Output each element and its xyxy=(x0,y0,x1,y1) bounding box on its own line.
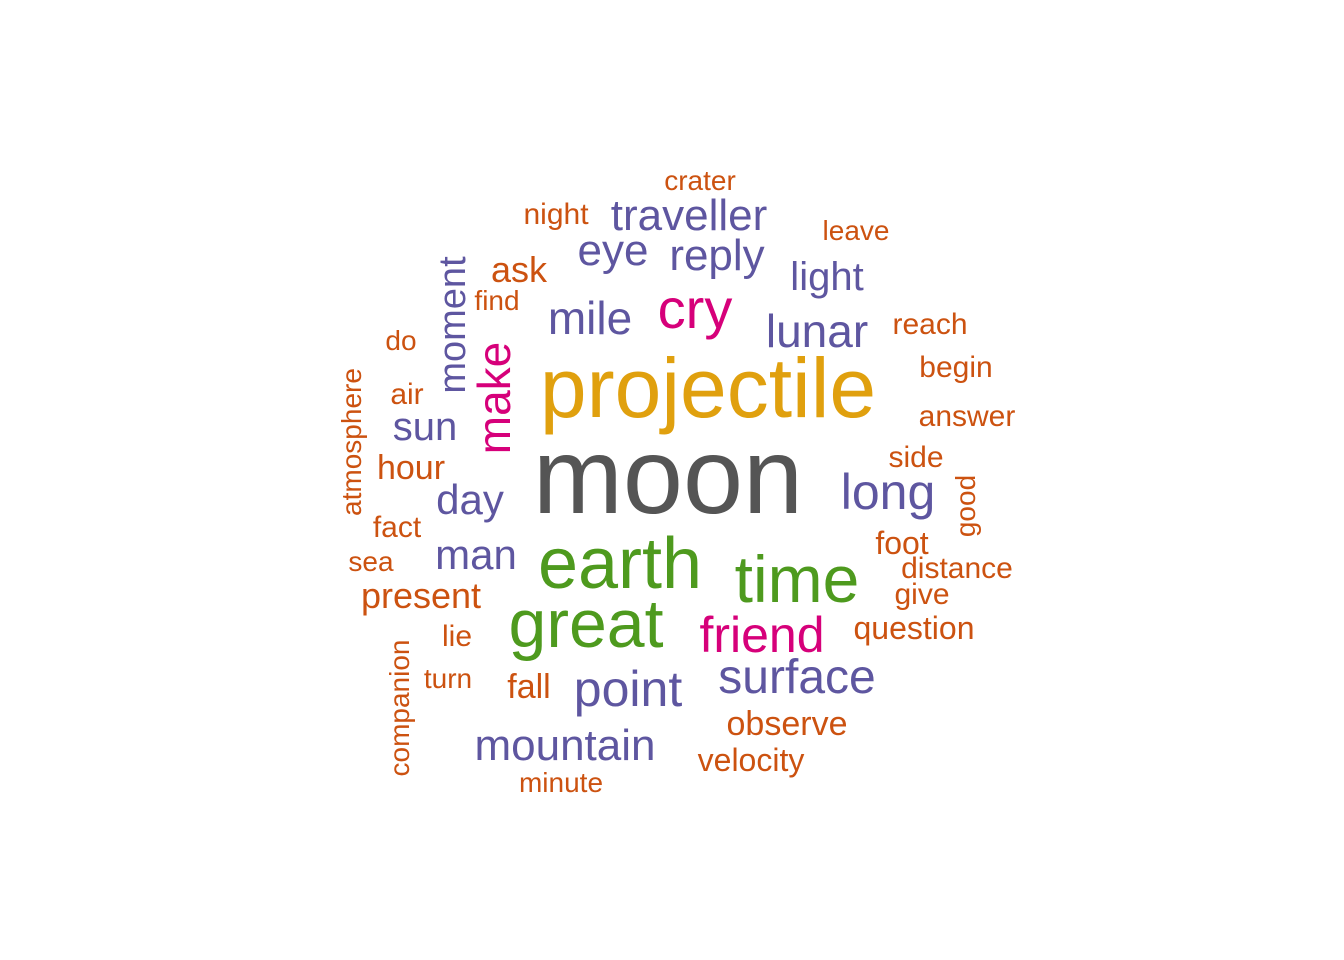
word-find: find xyxy=(474,285,520,316)
word-give: give xyxy=(894,578,950,611)
word-night: night xyxy=(523,198,589,231)
word-good: good xyxy=(950,474,981,538)
word-moment: moment xyxy=(432,256,474,394)
word-time: time xyxy=(734,542,860,616)
word-companion: companion xyxy=(384,639,415,777)
word-projectile: projectile xyxy=(539,341,877,435)
word-long: long xyxy=(840,464,936,520)
word-foot: foot xyxy=(875,525,929,561)
word-answer: answer xyxy=(918,400,1016,433)
word-moon: moon xyxy=(532,415,804,536)
word-atmosphere: atmosphere xyxy=(336,368,367,516)
word-mile: mile xyxy=(547,292,633,344)
word-earth: earth xyxy=(537,524,703,604)
word-lie: lie xyxy=(441,620,473,653)
word-traveller: traveller xyxy=(610,191,768,240)
word-velocity: velocity xyxy=(697,742,805,778)
word-reply: reply xyxy=(669,231,765,280)
word-crater: crater xyxy=(664,165,736,196)
word-fact: fact xyxy=(372,511,422,544)
word-sea: sea xyxy=(348,546,394,577)
word-observe: observe xyxy=(726,705,848,743)
word-friend: friend xyxy=(699,607,825,663)
word-great: great xyxy=(508,586,664,662)
word-day: day xyxy=(436,476,504,523)
word-hour: hour xyxy=(376,449,446,487)
word-do: do xyxy=(385,325,417,356)
word-cry: cry xyxy=(657,277,733,340)
word-leave: leave xyxy=(822,215,890,246)
word-lunar: lunar xyxy=(765,305,869,357)
word-reach: reach xyxy=(892,308,968,341)
word-side: side xyxy=(888,441,944,474)
word-make: make xyxy=(468,341,520,455)
word-surface: surface xyxy=(718,651,876,704)
word-air: air xyxy=(390,378,424,411)
word-sun: sun xyxy=(392,405,458,449)
word-begin: begin xyxy=(919,351,993,384)
word-ask: ask xyxy=(490,249,548,290)
word-man: man xyxy=(435,531,517,578)
word-point: point xyxy=(573,661,683,717)
word-present: present xyxy=(360,575,482,616)
word-fall: fall xyxy=(507,668,551,706)
word-light: light xyxy=(790,255,864,299)
word-minute: minute xyxy=(518,767,604,798)
word-eye: eye xyxy=(577,226,649,275)
word-question: question xyxy=(853,610,975,646)
word-distance: distance xyxy=(901,552,1013,585)
word-mountain: mountain xyxy=(474,721,656,770)
word-turn: turn xyxy=(423,663,473,694)
